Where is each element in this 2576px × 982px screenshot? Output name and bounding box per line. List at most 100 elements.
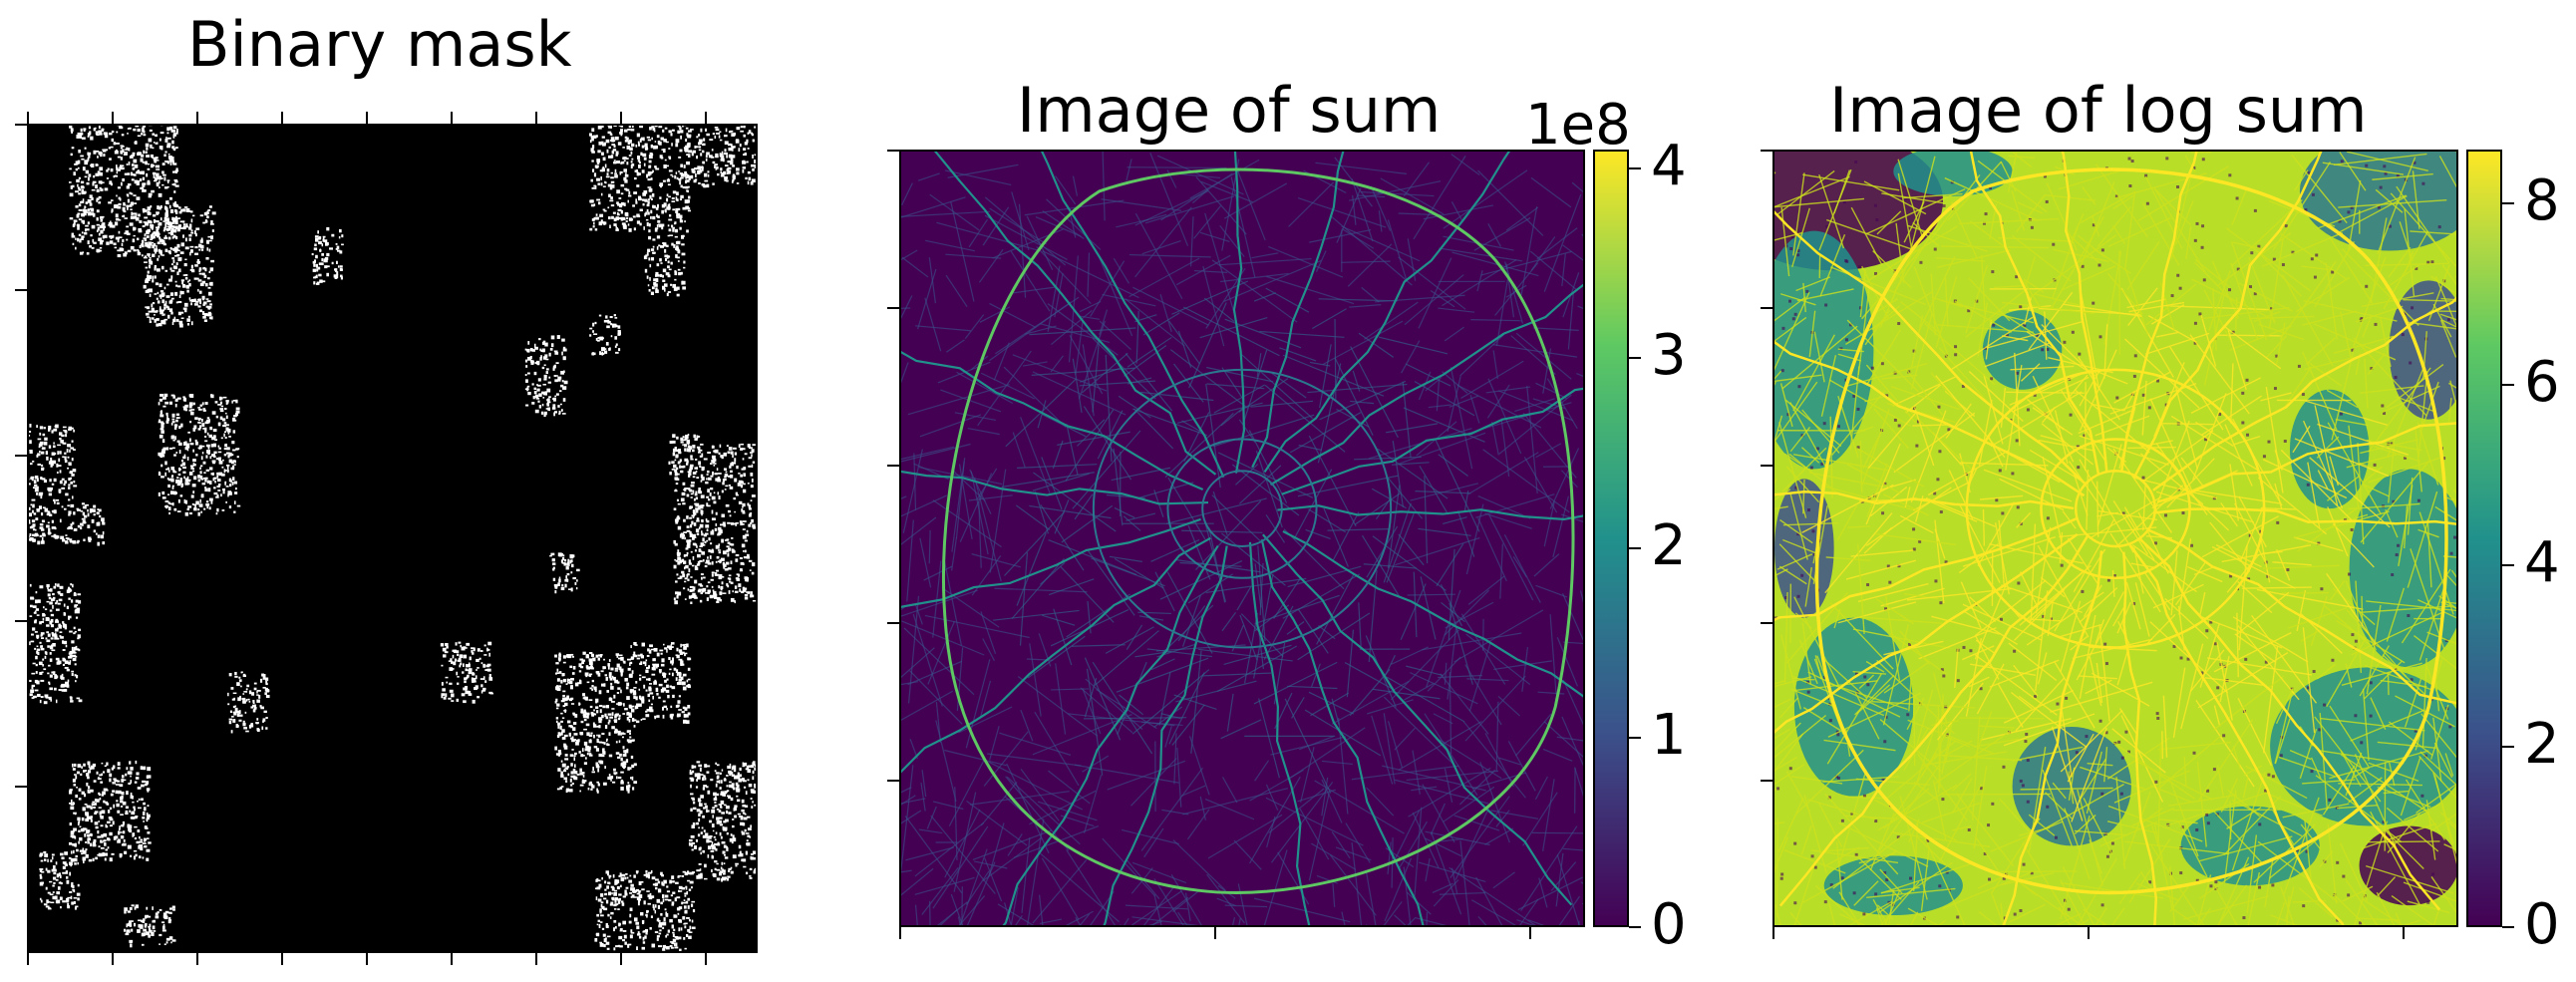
mask-pixel xyxy=(573,764,576,768)
mask-pixel xyxy=(561,729,565,733)
mask-pixel xyxy=(73,221,76,225)
mask-pixel xyxy=(610,171,613,174)
mask-pixel xyxy=(76,135,79,139)
mask-pixel xyxy=(597,879,601,882)
mask-pixel xyxy=(158,322,162,327)
mask-pixel xyxy=(561,673,565,677)
mask-pixel xyxy=(635,870,639,873)
mask-pixel xyxy=(674,897,677,902)
mask-pixel xyxy=(707,504,711,507)
mask-pixel xyxy=(630,705,635,708)
mask-pixel xyxy=(725,485,729,488)
mask-pixel xyxy=(652,127,656,131)
mask-pixel xyxy=(440,643,445,647)
mask-pixel xyxy=(627,943,632,946)
mask-pixel xyxy=(61,487,66,490)
mask-pixel xyxy=(40,620,45,623)
mask-pixel xyxy=(78,203,82,207)
mask-pixel xyxy=(651,876,656,880)
mask-pixel xyxy=(173,427,177,430)
mask-pixel xyxy=(640,137,645,141)
mask-pixel xyxy=(137,179,140,183)
mask-pixel xyxy=(119,126,123,129)
mask-pixel xyxy=(589,739,592,742)
mask-pixel xyxy=(611,781,616,784)
mask-pixel xyxy=(682,206,687,210)
mask-pixel xyxy=(441,695,444,699)
mask-pixel xyxy=(693,179,697,183)
mask-pixel xyxy=(600,221,605,224)
mask-pixel xyxy=(150,144,153,149)
mask-pixel xyxy=(131,164,135,166)
mask-pixel xyxy=(124,217,129,219)
mask-pixel xyxy=(224,408,227,411)
mask-pixel xyxy=(727,161,732,164)
mask-pixel xyxy=(542,340,546,343)
mask-pixel xyxy=(553,374,556,377)
mask-pixel xyxy=(658,945,663,948)
mask-pixel xyxy=(205,502,210,506)
mask-pixel xyxy=(47,428,51,432)
mask-pixel xyxy=(449,667,453,671)
mask-pixel xyxy=(632,692,637,696)
mask-pixel xyxy=(147,790,150,793)
mask-pixel xyxy=(630,895,633,898)
mask-pixel xyxy=(93,838,97,843)
mask-pixel xyxy=(82,220,85,224)
mask-pixel xyxy=(70,128,74,132)
mask-pixel xyxy=(73,626,76,630)
mask-pixel xyxy=(701,826,704,829)
mask-pixel xyxy=(692,170,696,173)
mask-pixel xyxy=(67,504,70,507)
mask-pixel xyxy=(187,480,191,483)
mask-pixel xyxy=(727,521,731,524)
mask-pixel xyxy=(148,195,152,198)
mask-pixel xyxy=(152,308,155,312)
mask-pixel xyxy=(602,705,606,709)
mask-pixel xyxy=(602,666,606,670)
mask-pixel xyxy=(118,230,121,234)
mask-pixel xyxy=(42,506,46,509)
mask-pixel xyxy=(108,132,113,136)
mask-pixel xyxy=(703,807,706,810)
mask-pixel xyxy=(681,491,686,496)
mask-pixel xyxy=(192,449,194,453)
mask-pixel xyxy=(628,704,632,709)
mask-pixel xyxy=(666,164,669,167)
mask-pixel xyxy=(670,715,674,720)
mask-pixel xyxy=(724,177,727,181)
mask-pixel xyxy=(87,240,90,245)
mask-pixel xyxy=(630,931,635,934)
mask-pixel xyxy=(626,739,630,742)
mask-pixel xyxy=(591,160,594,163)
mask-pixel xyxy=(668,218,673,221)
mask-pixel xyxy=(692,476,696,479)
mask-pixel xyxy=(81,236,84,240)
mask-pixel xyxy=(171,420,175,424)
mask-pixel xyxy=(194,232,197,237)
mask-pixel xyxy=(168,250,171,255)
mask-pixel xyxy=(721,812,726,815)
mask-pixel xyxy=(128,824,133,829)
mask-pixel xyxy=(704,803,707,806)
mask-pixel xyxy=(641,946,646,950)
mask-pixel xyxy=(579,784,584,787)
mask-pixel xyxy=(677,556,682,561)
mask-pixel xyxy=(180,485,183,489)
mask-pixel xyxy=(680,194,684,199)
mask-pixel xyxy=(50,624,54,628)
mask-pixel xyxy=(600,893,604,897)
mask-pixel xyxy=(67,615,72,619)
mask-pixel xyxy=(579,790,581,793)
mask-pixel xyxy=(733,496,737,500)
mask-pixel xyxy=(626,750,629,754)
mask-pixel xyxy=(173,454,176,457)
mask-pixel xyxy=(81,188,84,192)
mask-pixel xyxy=(190,494,194,498)
mask-pixel xyxy=(96,248,101,253)
mask-pixel xyxy=(682,663,685,666)
mask-pixel xyxy=(620,162,623,164)
mask-pixel xyxy=(29,536,32,541)
mask-pixel xyxy=(580,732,583,736)
mask-pixel xyxy=(636,657,640,660)
